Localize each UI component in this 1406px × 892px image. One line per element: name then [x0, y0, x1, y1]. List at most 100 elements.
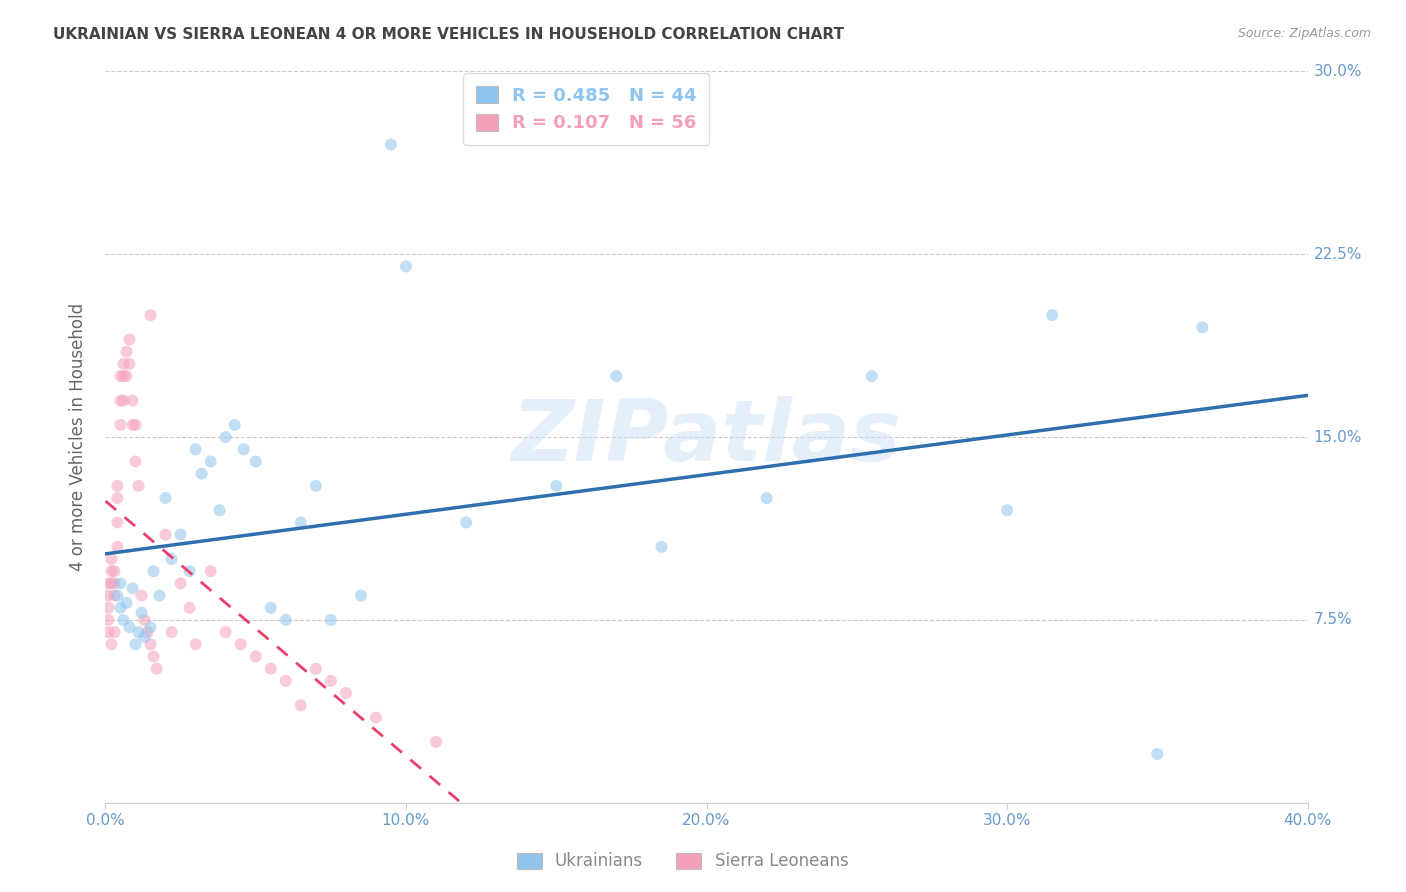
- Point: [160, 552, 183, 566]
- Point: [97, 625, 120, 640]
- Point: [97, 613, 120, 627]
- Point: [169, 527, 191, 541]
- Point: [107, 491, 129, 505]
- Point: [121, 393, 143, 408]
- Point: [112, 393, 135, 408]
- Point: [208, 503, 231, 517]
- Point: [274, 673, 297, 688]
- Point: [134, 613, 156, 627]
- Point: [103, 589, 125, 603]
- Point: [107, 516, 129, 530]
- Point: [229, 637, 252, 651]
- Y-axis label: 4 or more Vehicles in Household: 4 or more Vehicles in Household: [69, 303, 87, 571]
- Point: [214, 430, 236, 444]
- Point: [100, 576, 122, 591]
- Point: [110, 576, 132, 591]
- Point: [860, 369, 883, 384]
- Legend: Ukrainians, Sierra Leoneans: Ukrainians, Sierra Leoneans: [508, 844, 856, 879]
- Point: [305, 479, 328, 493]
- Point: [546, 479, 568, 493]
- Point: [179, 564, 201, 578]
- Point: [128, 625, 150, 640]
- Point: [139, 308, 162, 322]
- Point: [112, 357, 135, 371]
- Point: [103, 625, 125, 640]
- Point: [115, 344, 138, 359]
- Point: [112, 369, 135, 384]
- Point: [100, 564, 122, 578]
- Point: [155, 491, 177, 505]
- Point: [118, 333, 141, 347]
- Point: [1146, 747, 1168, 761]
- Point: [200, 564, 222, 578]
- Point: [290, 516, 312, 530]
- Point: [107, 589, 129, 603]
- Point: [155, 527, 177, 541]
- Point: [160, 625, 183, 640]
- Point: [139, 637, 162, 651]
- Point: [425, 735, 447, 749]
- Point: [319, 673, 342, 688]
- Point: [103, 564, 125, 578]
- Text: 30.0%: 30.0%: [1313, 64, 1362, 78]
- Point: [131, 589, 153, 603]
- Point: [115, 596, 138, 610]
- Point: [103, 576, 125, 591]
- Point: [305, 662, 328, 676]
- Point: [124, 417, 146, 432]
- Point: [145, 662, 167, 676]
- Point: [121, 417, 143, 432]
- Point: [650, 540, 672, 554]
- Text: 7.5%: 7.5%: [1313, 613, 1353, 627]
- Point: [200, 454, 222, 468]
- Point: [184, 637, 207, 651]
- Point: [245, 454, 267, 468]
- Point: [131, 606, 153, 620]
- Point: [184, 442, 207, 457]
- Point: [335, 686, 357, 700]
- Point: [136, 625, 159, 640]
- Point: [118, 620, 141, 634]
- Text: UKRAINIAN VS SIERRA LEONEAN 4 OR MORE VEHICLES IN HOUSEHOLD CORRELATION CHART: UKRAINIAN VS SIERRA LEONEAN 4 OR MORE VE…: [53, 27, 845, 42]
- Text: 22.5%: 22.5%: [1313, 247, 1362, 261]
- Point: [224, 417, 246, 432]
- Point: [107, 540, 129, 554]
- Point: [134, 630, 156, 644]
- Point: [115, 369, 138, 384]
- Point: [124, 454, 146, 468]
- Point: [190, 467, 212, 481]
- Point: [148, 589, 170, 603]
- Point: [380, 137, 402, 152]
- Point: [1040, 308, 1063, 322]
- Point: [97, 576, 120, 591]
- Point: [100, 552, 122, 566]
- Point: [245, 649, 267, 664]
- Text: 15.0%: 15.0%: [1313, 430, 1362, 444]
- Point: [1191, 320, 1213, 334]
- Point: [110, 600, 132, 615]
- Point: [260, 600, 283, 615]
- Point: [290, 698, 312, 713]
- Point: [107, 479, 129, 493]
- Point: [97, 589, 120, 603]
- Point: [112, 613, 135, 627]
- Point: [110, 417, 132, 432]
- Point: [97, 600, 120, 615]
- Point: [319, 613, 342, 627]
- Point: [454, 516, 477, 530]
- Point: [121, 581, 143, 595]
- Point: [128, 479, 150, 493]
- Point: [110, 393, 132, 408]
- Point: [364, 710, 387, 724]
- Point: [118, 357, 141, 371]
- Point: [179, 600, 201, 615]
- Point: [605, 369, 627, 384]
- Point: [274, 613, 297, 627]
- Point: [169, 576, 191, 591]
- Point: [232, 442, 254, 457]
- Point: [110, 369, 132, 384]
- Point: [100, 637, 122, 651]
- Text: Source: ZipAtlas.com: Source: ZipAtlas.com: [1237, 27, 1371, 40]
- Point: [260, 662, 283, 676]
- Point: [142, 564, 165, 578]
